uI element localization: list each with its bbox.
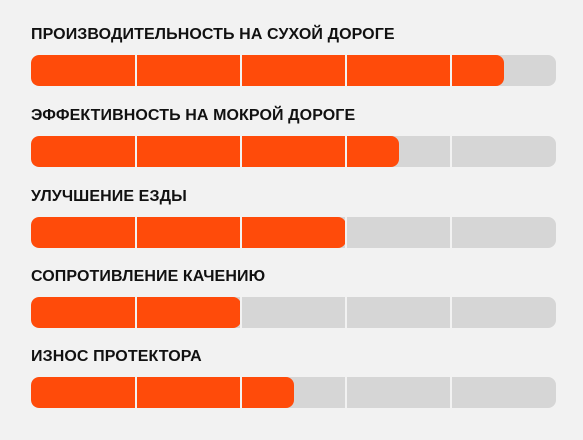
segment-divider: [240, 136, 242, 167]
segment-divider: [450, 55, 452, 86]
segment-divider: [345, 136, 347, 167]
rating-bar: [31, 55, 556, 86]
segment-divider: [135, 297, 137, 328]
rating-label: СОПРОТИВЛЕНИЕ КАЧЕНИЮ: [31, 268, 266, 285]
rating-bar-fill: [31, 55, 504, 86]
rating-label: ПРОИЗВОДИТЕЛЬНОСТЬ НА СУХОЙ ДОРОГЕ: [31, 26, 395, 43]
segment-divider: [450, 217, 452, 248]
rating-bar: [31, 297, 556, 328]
segment-divider: [450, 377, 452, 408]
rating-label: ЭФФЕКТИВНОСТЬ НА МОКРОЙ ДОРОГЕ: [31, 107, 356, 124]
rating-bar: [31, 377, 556, 408]
segment-divider: [135, 217, 137, 248]
segment-divider: [135, 136, 137, 167]
segment-divider: [240, 297, 242, 328]
segment-divider: [135, 377, 137, 408]
segment-divider: [450, 136, 452, 167]
rating-bar-fill: [31, 377, 294, 408]
segment-divider: [240, 217, 242, 248]
rating-bar: [31, 217, 556, 248]
rating-bar: [31, 136, 556, 167]
rating-label: ИЗНОС ПРОТЕКТОРА: [31, 348, 202, 365]
rating-bar-fill: [31, 136, 399, 167]
rating-label: УЛУЧШЕНИЕ ЕЗДЫ: [31, 188, 187, 205]
rating-bar-fill: [31, 217, 346, 248]
segment-divider: [240, 55, 242, 86]
segment-divider: [345, 377, 347, 408]
segment-divider: [345, 217, 347, 248]
segment-divider: [345, 297, 347, 328]
segment-divider: [135, 55, 137, 86]
segment-divider: [345, 55, 347, 86]
segment-divider: [450, 297, 452, 328]
segment-divider: [240, 377, 242, 408]
